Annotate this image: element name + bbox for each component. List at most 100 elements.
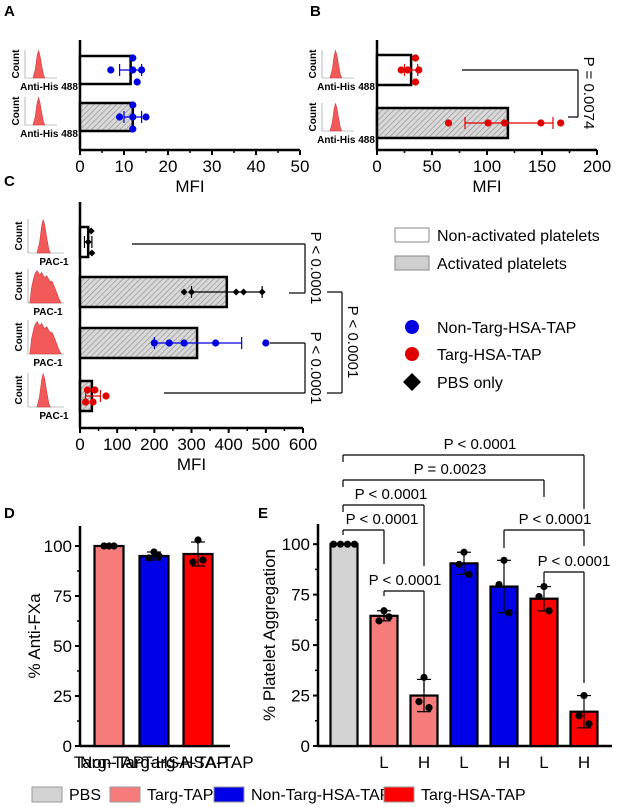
data-point xyxy=(397,66,405,74)
panel-label-d: D xyxy=(4,505,15,522)
inset-xlabel: PAC-1 xyxy=(33,307,63,318)
inset-ylabel: Count xyxy=(14,375,25,405)
x-axis-label: MFI xyxy=(177,455,206,474)
legend-swatch xyxy=(383,786,415,803)
p-value-label: P < 0.0001 xyxy=(344,306,361,379)
x-tick-label: 200 xyxy=(140,435,168,454)
data-point xyxy=(415,66,423,74)
p-value-label: P < 0.0001 xyxy=(307,232,324,305)
data-point xyxy=(87,227,95,235)
legend-label: Targ-TAP xyxy=(147,787,213,804)
data-point xyxy=(557,119,565,127)
histogram-fill xyxy=(32,96,46,126)
bar xyxy=(182,552,214,748)
data-point xyxy=(545,607,553,615)
inset-ylabel: Count xyxy=(308,49,319,79)
data-point xyxy=(580,691,588,700)
x-tick-label: 50 xyxy=(291,157,310,176)
data-point xyxy=(501,119,509,127)
panel-label-e: E xyxy=(258,505,268,522)
y-axis-label: % Platelet Aggregation xyxy=(260,549,279,721)
data-point xyxy=(138,66,146,74)
y-tick-label: 75 xyxy=(291,586,310,605)
data-point xyxy=(375,617,383,625)
legend-label: PBS only xyxy=(437,375,503,392)
legend-label: Non-activated platelets xyxy=(437,228,600,245)
bar xyxy=(369,614,399,748)
data-point xyxy=(105,542,113,550)
data-point xyxy=(194,536,202,544)
x-tick-label: H xyxy=(418,753,430,772)
inset-ylabel: Count xyxy=(14,271,25,301)
data-point xyxy=(150,548,158,556)
legend-label: Non-Targ-HSA-TAP xyxy=(251,787,390,804)
data-point xyxy=(212,339,220,347)
data-point xyxy=(460,548,468,556)
bar xyxy=(449,562,479,748)
data-point xyxy=(262,339,270,347)
p-value-label: P < 0.0001 xyxy=(355,486,428,503)
data-point xyxy=(129,125,137,133)
x-tick-label: 50 xyxy=(423,157,442,176)
y-tick-label: 25 xyxy=(53,687,72,706)
y-tick-label: 100 xyxy=(44,537,72,556)
data-point xyxy=(81,398,90,406)
data-point xyxy=(585,720,593,728)
legend-label: Targ-HSA-TAP xyxy=(421,787,526,804)
data-point xyxy=(150,339,158,347)
data-point xyxy=(505,609,513,617)
legend-label: Non-Targ-HSA-TAP xyxy=(437,320,576,337)
data-point xyxy=(188,288,195,296)
x-tick-label: Targ-HSA-TAP xyxy=(142,753,253,772)
inset-ylabel: Count xyxy=(14,221,25,251)
p-value-label: P < 0.0001 xyxy=(444,436,517,453)
data-point xyxy=(102,392,110,400)
x-tick-label: 30 xyxy=(203,157,222,176)
legend-marker-blue-circle xyxy=(405,320,419,334)
data-point xyxy=(404,66,412,74)
legend-label: Activated platelets xyxy=(437,256,567,273)
inset-xlabel: PAC-1 xyxy=(39,411,69,422)
histogram-inset xyxy=(27,372,64,408)
data-point xyxy=(189,558,197,566)
data-point xyxy=(540,582,548,591)
p-value-label: P < 0.0001 xyxy=(519,511,592,528)
p-value-label: P < 0.0001 xyxy=(346,511,419,528)
inset-xlabel: Anti-His 488 xyxy=(317,135,375,146)
histogram-inset xyxy=(27,218,64,254)
x-tick-label: 100 xyxy=(473,157,501,176)
y-tick-label: 50 xyxy=(53,637,72,656)
data-point xyxy=(107,66,115,74)
x-tick-label: H xyxy=(498,753,510,772)
data-point xyxy=(455,560,463,568)
histogram-fill xyxy=(29,270,62,304)
data-point xyxy=(537,119,545,127)
inset-xlabel: Anti-His 488 xyxy=(317,82,375,93)
bar xyxy=(93,544,125,748)
x-tick-label: L xyxy=(539,753,548,772)
y-tick-label: 100 xyxy=(282,535,310,554)
legend-marker-diamond xyxy=(403,373,421,391)
data-point xyxy=(129,54,137,62)
x-tick-label: L xyxy=(459,753,468,772)
x-tick-label: 150 xyxy=(528,157,556,176)
histogram-inset xyxy=(321,49,354,79)
legend-swatch-non-activated xyxy=(394,227,430,243)
histogram-inset xyxy=(321,102,354,132)
data-point xyxy=(444,119,453,127)
data-point xyxy=(535,593,543,601)
inset-ylabel: Count xyxy=(11,96,22,126)
data-point xyxy=(484,119,492,127)
data-point xyxy=(336,540,345,548)
data-point xyxy=(465,570,473,579)
y-axis-label: % Anti-FXa xyxy=(25,593,44,679)
y-tick-label: 0 xyxy=(301,737,310,756)
histogram-inset xyxy=(24,49,57,79)
x-tick-label: H xyxy=(578,753,590,772)
data-point xyxy=(425,704,433,712)
x-tick-label: L xyxy=(379,753,388,772)
data-point xyxy=(142,113,150,121)
inset-xlabel: Anti-His 488 xyxy=(20,82,78,93)
legend-label: Targ-HSA-TAP xyxy=(437,347,542,364)
legend-swatch xyxy=(109,786,141,803)
